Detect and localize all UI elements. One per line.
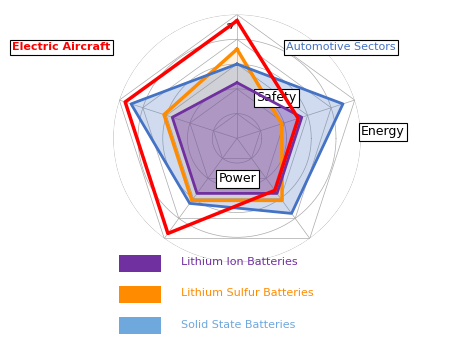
- Polygon shape: [131, 64, 343, 213]
- FancyBboxPatch shape: [118, 317, 161, 334]
- Text: Energy: Energy: [361, 125, 405, 138]
- Text: Lithium Sulfur Batteries: Lithium Sulfur Batteries: [181, 288, 314, 298]
- Text: Electric Aircraft: Electric Aircraft: [12, 42, 111, 52]
- FancyBboxPatch shape: [118, 254, 161, 272]
- Text: Power: Power: [219, 173, 256, 186]
- Polygon shape: [164, 49, 282, 201]
- FancyBboxPatch shape: [118, 286, 161, 303]
- Text: Solid State Batteries: Solid State Batteries: [181, 320, 295, 329]
- Polygon shape: [172, 83, 302, 193]
- Text: Automotive Sectors: Automotive Sectors: [286, 42, 396, 52]
- Text: Safety: Safety: [256, 91, 297, 104]
- Text: Lithium Ion Batteries: Lithium Ion Batteries: [181, 257, 298, 267]
